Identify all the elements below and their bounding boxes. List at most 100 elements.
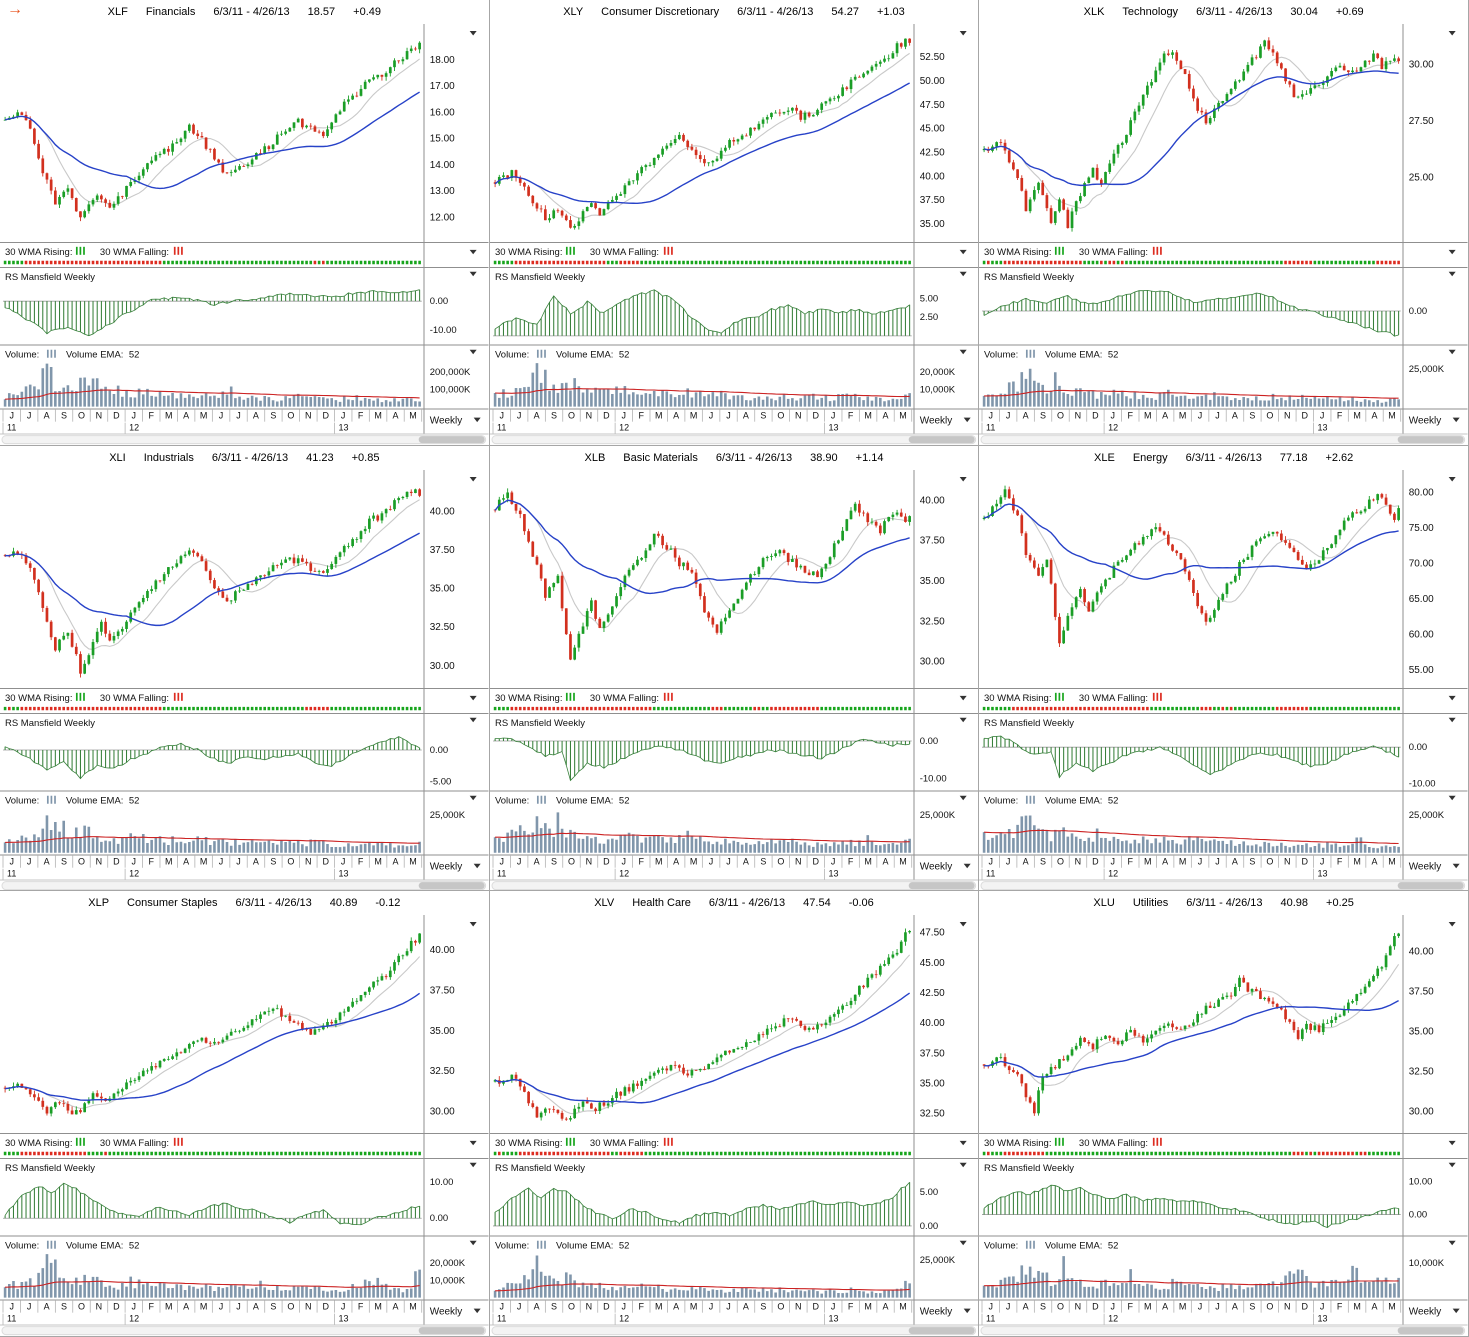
h-scrollbar-track[interactable]	[1, 880, 487, 890]
weekly-selector[interactable]: Weekly	[430, 416, 481, 427]
wma-strip-menu-icon[interactable]	[469, 1141, 477, 1146]
month-label: J	[132, 1302, 137, 1312]
volume-pane-menu-icon[interactable]	[469, 795, 477, 800]
weekly-menu-icon[interactable]	[963, 863, 971, 868]
price-pane-menu-icon[interactable]	[469, 922, 477, 927]
rs-pane-menu-icon[interactable]	[469, 717, 477, 722]
h-scrollbar-thumb[interactable]	[1398, 1327, 1464, 1335]
price-plot-area[interactable]	[982, 26, 1401, 240]
month-label: M	[1144, 1302, 1151, 1312]
weekly-label[interactable]: Weekly	[1409, 861, 1442, 872]
rs-pane-menu-icon[interactable]	[959, 717, 967, 722]
volume-pane-menu-icon[interactable]	[469, 1241, 477, 1246]
price-pane-menu-icon[interactable]	[959, 476, 967, 482]
rs-pane-menu-icon[interactable]	[1448, 1163, 1456, 1168]
weekly-label[interactable]: Weekly	[430, 861, 463, 872]
rs-pane-menu-icon[interactable]	[959, 1163, 967, 1168]
weekly-selector[interactable]: Weekly	[919, 861, 971, 872]
price-plot-area[interactable]	[982, 472, 1401, 686]
volume-pane-menu-icon[interactable]	[959, 795, 967, 800]
volume-pane-menu-icon[interactable]	[1448, 1241, 1456, 1246]
price-pane-menu-icon[interactable]	[469, 30, 477, 36]
h-scrollbar-thumb[interactable]	[908, 436, 975, 444]
volume-pane-menu-icon[interactable]	[959, 349, 967, 355]
weekly-selector[interactable]: Weekly	[1409, 1307, 1460, 1318]
price-pane-menu-icon[interactable]	[1448, 922, 1456, 927]
wma30-line	[984, 1000, 1400, 1078]
weekly-menu-icon[interactable]	[963, 417, 971, 423]
volume-pane-menu-icon[interactable]	[959, 1241, 967, 1246]
wma-strip-menu-icon[interactable]	[959, 1141, 967, 1146]
price-pane-menu-icon[interactable]	[469, 476, 477, 482]
h-scrollbar-thumb[interactable]	[908, 881, 975, 889]
weekly-selector[interactable]: Weekly	[430, 861, 481, 872]
rs-pane-menu-icon[interactable]	[469, 1163, 477, 1168]
weekly-label[interactable]: Weekly	[919, 416, 952, 427]
weekly-label[interactable]: Weekly	[430, 416, 463, 427]
h-scrollbar-track[interactable]	[491, 880, 976, 890]
weekly-selector[interactable]: Weekly	[919, 1307, 971, 1318]
weekly-label[interactable]: Weekly	[1409, 1307, 1442, 1318]
h-scrollbar-track[interactable]	[980, 1326, 1466, 1336]
price-plot-area[interactable]	[982, 917, 1401, 1131]
weekly-menu-icon[interactable]	[1452, 863, 1460, 868]
month-label: J	[621, 1302, 626, 1312]
price-pane-menu-icon[interactable]	[959, 922, 967, 927]
weekly-label[interactable]: Weekly	[430, 1307, 463, 1318]
price-plot-area[interactable]	[3, 472, 422, 686]
wma-strip-menu-icon[interactable]	[469, 249, 477, 255]
wma-strip-menu-icon[interactable]	[1448, 1141, 1456, 1146]
weekly-label[interactable]: Weekly	[919, 861, 952, 872]
h-scrollbar-track[interactable]	[1, 435, 487, 445]
weekly-menu-icon[interactable]	[473, 417, 481, 423]
wma-strip-menu-icon[interactable]	[1448, 695, 1456, 700]
wma-strip-menu-icon[interactable]	[959, 249, 967, 255]
weekly-menu-icon[interactable]	[1452, 1309, 1460, 1314]
rs-pane-menu-icon[interactable]	[959, 271, 967, 277]
volume-label: Volume:	[984, 350, 1018, 361]
h-scrollbar-track[interactable]	[980, 880, 1466, 890]
h-scrollbar-track[interactable]	[980, 435, 1466, 445]
weekly-menu-icon[interactable]	[1452, 417, 1460, 423]
h-scrollbar-thumb[interactable]	[418, 881, 485, 889]
price-pane-menu-icon[interactable]	[959, 30, 967, 36]
forward-arrow-icon[interactable]: →	[7, 1, 23, 18]
volume-pane-menu-icon[interactable]	[1448, 795, 1456, 800]
price-plot-area[interactable]	[493, 917, 912, 1131]
weekly-selector[interactable]: Weekly	[1409, 416, 1460, 427]
price-plot-area[interactable]	[3, 917, 422, 1131]
h-scrollbar-thumb[interactable]	[418, 436, 485, 444]
wma-strip-menu-icon[interactable]	[469, 695, 477, 700]
h-scrollbar-thumb[interactable]	[1398, 436, 1464, 444]
rs-pane-menu-icon[interactable]	[1448, 717, 1456, 722]
h-scrollbar-thumb[interactable]	[418, 1327, 485, 1335]
price-pane-menu-icon[interactable]	[1448, 476, 1456, 482]
price-pane-menu-icon[interactable]	[1448, 30, 1456, 36]
volume-pane: Volume: Volume EMA: 52 20,000K 10,000K	[3, 1241, 466, 1299]
weekly-selector[interactable]: Weekly	[430, 1307, 481, 1318]
weekly-label[interactable]: Weekly	[919, 1307, 952, 1318]
h-scrollbar-track[interactable]	[1, 1326, 487, 1336]
month-label: M	[655, 856, 662, 866]
weekly-selector[interactable]: Weekly	[1409, 861, 1460, 872]
h-scrollbar-track[interactable]	[491, 435, 976, 445]
volume-ema-line	[5, 389, 420, 400]
h-scrollbar-thumb[interactable]	[1398, 881, 1464, 889]
price-plot-area[interactable]	[493, 26, 912, 240]
weekly-menu-icon[interactable]	[473, 863, 481, 868]
weekly-label[interactable]: Weekly	[1409, 416, 1442, 427]
rs-pane-menu-icon[interactable]	[1448, 271, 1456, 277]
weekly-menu-icon[interactable]	[963, 1309, 971, 1314]
rs-pane-menu-icon[interactable]	[469, 271, 477, 277]
h-scrollbar-track[interactable]	[491, 1326, 976, 1336]
wma-strip-menu-icon[interactable]	[959, 695, 967, 700]
wma-strip-menu-icon[interactable]	[1448, 249, 1456, 255]
price-axis-label: 40.00	[430, 945, 455, 956]
price-plot-area[interactable]	[3, 26, 422, 240]
volume-pane-menu-icon[interactable]	[1448, 349, 1456, 355]
weekly-menu-icon[interactable]	[473, 1309, 481, 1314]
volume-pane-menu-icon[interactable]	[469, 349, 477, 355]
wma30-line	[494, 82, 910, 205]
h-scrollbar-thumb[interactable]	[908, 1327, 975, 1335]
weekly-selector[interactable]: Weekly	[919, 416, 971, 427]
